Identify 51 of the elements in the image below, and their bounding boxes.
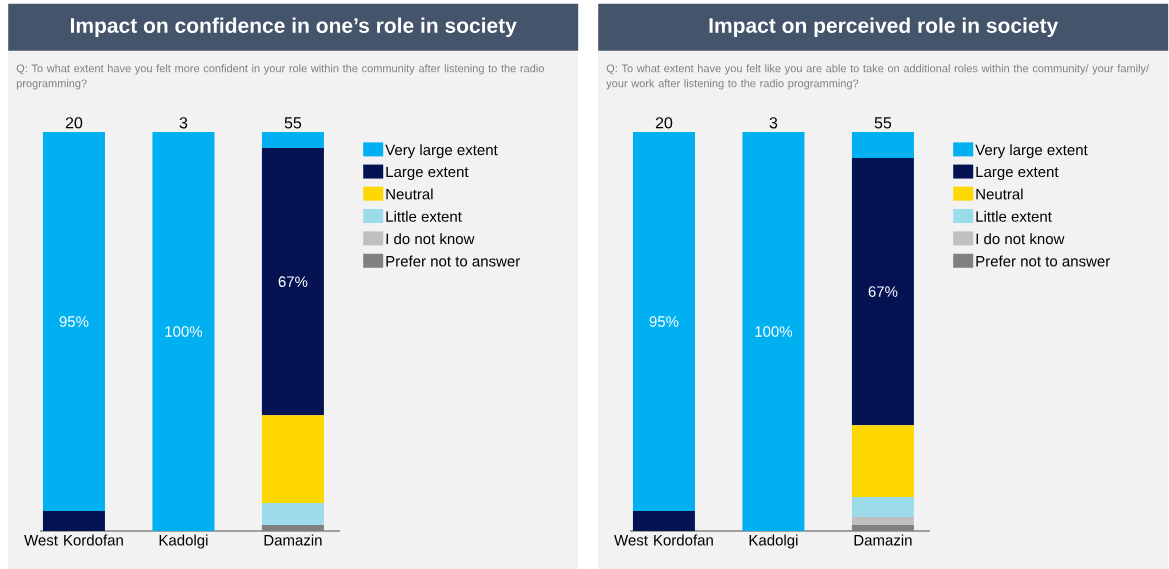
text: 55 <box>284 117 302 129</box>
data-label: 95% <box>59 316 89 327</box>
data-label: 67% <box>868 286 898 297</box>
bar <box>261 131 324 148</box>
text: 3 <box>769 117 778 129</box>
legend-label: Very large extent <box>385 144 498 159</box>
bar <box>851 497 914 518</box>
bar <box>42 511 105 531</box>
x-tick-label: Kadolgi <box>159 534 208 549</box>
x-tick-label: Damazin <box>264 534 322 546</box>
x-tick-label: West Kordofan <box>614 534 713 546</box>
bar <box>261 525 324 531</box>
bar <box>851 525 914 531</box>
bar <box>152 131 215 531</box>
legend-label: Large extent <box>386 166 469 181</box>
bar <box>632 511 695 531</box>
legend-label: Very large extent <box>975 144 1088 159</box>
legend-label: Prefer not to answer <box>976 255 1110 267</box>
chart-subtitle: Q: To what extent have you felt like you are able to take on additional roles within the community/ your family/ your work after listening to the radio programming? <box>606 64 1150 90</box>
bar <box>261 415 324 504</box>
x-tick-label: Kadolgi <box>749 534 798 549</box>
legend-label: Large extent <box>976 166 1059 181</box>
bar <box>261 147 324 416</box>
chart-title: Impact on perceived role in society <box>709 17 1059 38</box>
text: 20 <box>655 117 673 129</box>
legend-label: I do not know <box>386 233 475 245</box>
chart-title: Impact on confidence in one’s role in society <box>70 17 517 38</box>
text: 55 <box>874 117 892 129</box>
bar <box>42 131 105 512</box>
bar <box>632 131 695 512</box>
data-label: 67% <box>278 276 308 287</box>
x-tick-label: West Kordofan <box>24 534 123 546</box>
legend-label: Little extent <box>976 210 1052 222</box>
data-label: 100% <box>755 326 793 337</box>
data-label: 95% <box>649 316 679 327</box>
bar <box>742 131 805 531</box>
bar <box>261 503 324 526</box>
legend-label: Neutral <box>976 188 1023 200</box>
legend-label: I do not know <box>976 233 1065 245</box>
chart-subtitle: Q: To what extent have you felt more confident in your role within the community after listening to the radio programming? <box>16 64 544 90</box>
legend-label: Prefer not to answer <box>386 255 520 267</box>
bar <box>851 131 914 158</box>
text: 3 <box>179 117 188 129</box>
x-tick-label: Damazin <box>854 534 912 546</box>
text: 20 <box>65 117 83 129</box>
bar <box>851 517 914 526</box>
bar <box>851 425 914 498</box>
bar <box>851 157 914 426</box>
legend-label: Neutral <box>386 188 433 200</box>
data-label: 100% <box>165 326 203 337</box>
legend-label: Little extent <box>386 210 462 222</box>
